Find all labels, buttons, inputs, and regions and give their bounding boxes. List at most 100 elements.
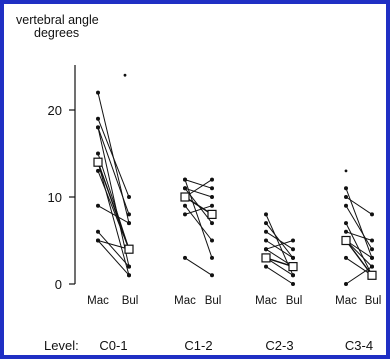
- data-point-mac: [183, 177, 187, 182]
- data-point-bul: [291, 255, 295, 260]
- data-point-mac: [264, 247, 268, 252]
- subject-line: [345, 231, 373, 241]
- pair-label-bul: Bul: [122, 295, 139, 307]
- plot-area: [93, 73, 377, 286]
- subject-line: [184, 187, 213, 198]
- mean-marker: [180, 192, 190, 202]
- data-point-mac: [183, 186, 187, 191]
- group-C2-3: [261, 212, 298, 286]
- subject-line: [97, 205, 130, 224]
- y-tick-label: 20: [48, 103, 62, 118]
- data-point-mac: [264, 212, 268, 217]
- group-C3-4: [341, 169, 377, 286]
- subject-line: [184, 257, 213, 276]
- outlier-point: [123, 73, 127, 77]
- data-point-mac: [183, 212, 187, 217]
- group-C0-1: [93, 73, 134, 278]
- subject-line: [97, 127, 130, 267]
- y-tick-label: 0: [55, 277, 62, 292]
- subject-line: [184, 179, 213, 189]
- subject-line: [345, 205, 373, 250]
- mean-line: [345, 240, 373, 276]
- mean-marker: [288, 262, 298, 272]
- y-ticks: 0 10 20: [48, 103, 75, 292]
- mean-marker: [207, 209, 217, 219]
- y-axis-label-line1: vertebral angle: [16, 13, 99, 27]
- subject-line: [184, 205, 213, 215]
- level-tick-label: C0-1: [99, 338, 127, 353]
- subject-line: [265, 240, 294, 250]
- subject-line: [97, 240, 130, 250]
- data-point-mac: [344, 221, 348, 226]
- data-point-mac: [183, 255, 187, 260]
- level-tick-label: C3-4: [345, 338, 373, 353]
- group-C1-2: [180, 177, 217, 278]
- data-point-bul: [210, 221, 214, 226]
- data-point-mac: [96, 151, 100, 156]
- subject-line: [265, 231, 294, 250]
- data-point-mac: [96, 116, 100, 121]
- mean-marker: [124, 244, 134, 254]
- subject-line: [97, 162, 130, 276]
- data-point-mac: [96, 168, 100, 173]
- level-tick-label: C2-3: [265, 338, 293, 353]
- data-point-bul: [291, 273, 295, 278]
- subject-line: [97, 231, 130, 267]
- pair-label-bul: Bul: [365, 295, 382, 307]
- subject-line: [97, 240, 130, 276]
- y-tick-label: 10: [48, 190, 62, 205]
- data-point-bul: [370, 212, 374, 217]
- subject-line: [265, 240, 294, 259]
- data-point-bul: [210, 195, 214, 199]
- data-point-bul: [210, 203, 214, 208]
- data-point-mac: [344, 255, 348, 260]
- data-point-bul: [210, 186, 214, 191]
- mean-marker: [261, 253, 271, 263]
- pair-label-bul: Bul: [205, 295, 222, 307]
- data-point-bul: [370, 255, 374, 260]
- data-point-bul: [291, 247, 295, 252]
- data-point-bul: [291, 238, 295, 243]
- pair-label-mac: Mac: [335, 295, 357, 307]
- data-point-mac: [264, 229, 268, 234]
- data-point-mac: [264, 264, 268, 269]
- level-tick-label: C1-2: [184, 338, 212, 353]
- data-point-mac: [183, 203, 187, 208]
- data-point-bul: [127, 221, 131, 226]
- chart-svg: vertebral angle degrees 0 10 20 Level: Mac…: [16, 13, 381, 353]
- data-point-bul: [291, 282, 295, 286]
- data-point-bul: [127, 273, 131, 278]
- data-point-bul: [370, 247, 374, 252]
- mean-marker: [341, 235, 351, 246]
- data-point-bul: [370, 238, 374, 243]
- data-point-mac: [344, 195, 348, 199]
- mean-marker: [367, 270, 377, 280]
- subject-line: [345, 196, 373, 215]
- data-point-mac: [96, 229, 100, 234]
- data-point-mac: [264, 238, 268, 243]
- data-point-bul: [210, 238, 214, 243]
- subject-line: [97, 127, 130, 215]
- data-point-bul: [210, 177, 214, 182]
- x-labels: Mac Bul C0-1 Mac Bul C1-2 Mac Bul C2-3 Mac Bul C3-4: [87, 295, 381, 353]
- outlier-point: [344, 169, 348, 173]
- subject-line: [184, 205, 213, 241]
- pair-label-mac: Mac: [255, 295, 277, 307]
- subject-line: [97, 118, 130, 198]
- data-point-bul: [127, 212, 131, 217]
- data-point-bul: [210, 273, 214, 278]
- subject-line: [265, 266, 294, 285]
- pair-label-mac: Mac: [87, 295, 109, 307]
- subject-line: [345, 188, 373, 259]
- data-point-mac: [264, 221, 268, 226]
- data-point-bul: [127, 264, 131, 269]
- pair-label-mac: Mac: [174, 295, 196, 307]
- pair-label-bul: Bul: [286, 295, 303, 307]
- data-point-mac: [344, 186, 348, 191]
- data-point-mac: [96, 125, 100, 130]
- data-point-bul: [210, 255, 214, 260]
- data-point-mac: [344, 229, 348, 234]
- data-point-bul: [370, 264, 374, 269]
- data-point-mac: [344, 203, 348, 208]
